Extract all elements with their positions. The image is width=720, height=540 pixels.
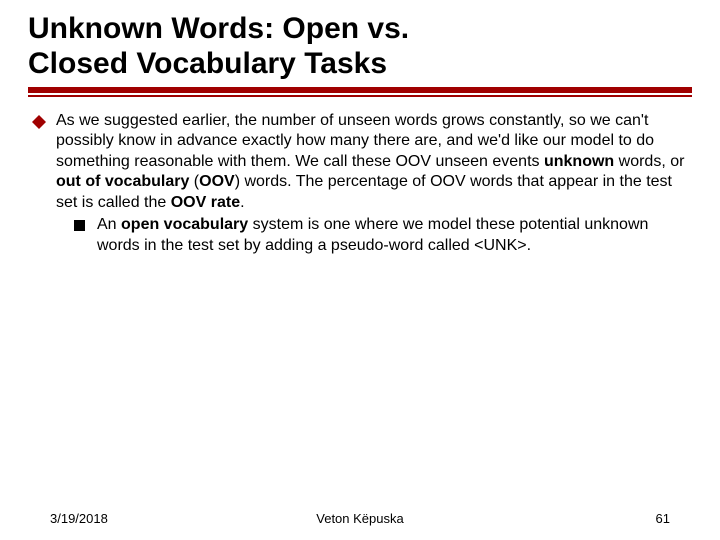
- text-run: (: [189, 173, 199, 190]
- text-run: .: [240, 194, 244, 211]
- title-line-2: Closed Vocabulary Tasks: [28, 47, 387, 80]
- sub-bullet-item: An open vocabulary system is one where w…: [74, 215, 692, 256]
- text-bold: OOV rate: [171, 194, 240, 211]
- rule-thin: [28, 95, 692, 97]
- diamond-icon: [32, 115, 46, 129]
- footer: 3/19/2018 Veton Këpuska 61: [0, 511, 720, 526]
- sub-paragraph-text: An open vocabulary system is one where w…: [97, 215, 692, 256]
- text-bold: unknown: [544, 153, 614, 170]
- title-underline: [28, 87, 692, 97]
- text-bold: out of vocabulary: [56, 173, 189, 190]
- slide: Unknown Words: Open vs. Closed Vocabular…: [0, 0, 720, 540]
- rule-thick: [28, 87, 692, 93]
- footer-author: Veton Këpuska: [316, 511, 403, 526]
- footer-date: 3/19/2018: [50, 511, 108, 526]
- square-icon: [74, 220, 85, 231]
- bullet-item: As we suggested earlier, the number of u…: [32, 111, 692, 213]
- text-run: words, or: [614, 153, 684, 170]
- paragraph-text: As we suggested earlier, the number of u…: [56, 111, 692, 213]
- text-bold: OOV: [199, 173, 235, 190]
- text-run: An: [97, 216, 121, 233]
- content-area: As we suggested earlier, the number of u…: [28, 111, 692, 256]
- text-bold: open vocabulary: [121, 216, 248, 233]
- title-line-1: Unknown Words: Open vs.: [28, 12, 409, 45]
- slide-title: Unknown Words: Open vs. Closed Vocabular…: [28, 12, 692, 81]
- footer-page: 61: [656, 511, 670, 526]
